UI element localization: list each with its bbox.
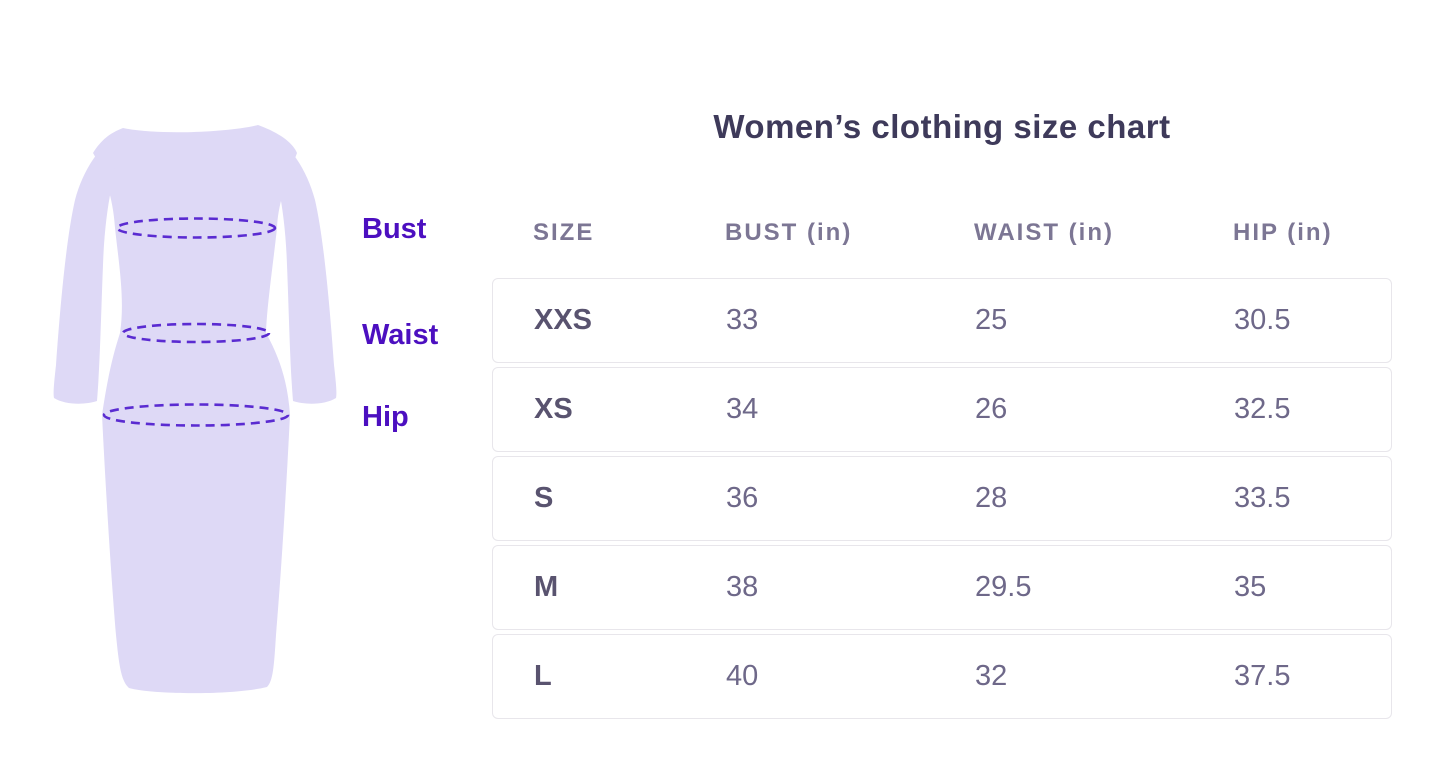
hip-value: 32.5 <box>1234 393 1291 425</box>
table-row: XS 34 26 32.5 <box>492 367 1392 452</box>
size-value: XXS <box>534 304 593 336</box>
waist-value: 29.5 <box>975 571 1032 603</box>
bust-measurement-ellipse <box>115 217 277 239</box>
hip-value: 37.5 <box>1234 660 1291 692</box>
size-value: S <box>534 482 554 514</box>
column-header-bust: BUST (in) <box>725 219 853 246</box>
page-title: Women’s clothing size chart <box>713 108 1171 145</box>
table-header-row: SIZE BUST (in) WAIST (in) HIP (in) <box>492 218 1392 248</box>
waist-measurement-ellipse <box>121 322 271 344</box>
table-row: S 36 28 33.5 <box>492 456 1392 541</box>
bust-value: 40 <box>726 660 759 692</box>
column-header-size: SIZE <box>533 219 595 246</box>
bust-value: 34 <box>726 393 759 425</box>
waist-value: 32 <box>975 660 1008 692</box>
size-value: M <box>534 571 559 603</box>
bust-value: 36 <box>726 482 759 514</box>
bust-label: Bust <box>362 213 427 245</box>
bust-value: 38 <box>726 571 759 603</box>
dress-left-sleeve <box>53 130 125 404</box>
waist-value: 26 <box>975 393 1008 425</box>
hip-value: 30.5 <box>1234 304 1291 336</box>
dress-right-sleeve <box>265 130 337 404</box>
table-row: M 38 29.5 35 <box>492 545 1392 630</box>
waist-label: Waist <box>362 319 439 351</box>
column-header-hip: HIP (in) <box>1233 219 1333 246</box>
column-header-waist: WAIST (in) <box>974 219 1114 246</box>
table-row: XXS 33 25 30.5 <box>492 278 1392 363</box>
hip-value: 35 <box>1234 571 1267 603</box>
hip-value: 33.5 <box>1234 482 1291 514</box>
waist-value: 28 <box>975 482 1008 514</box>
waist-value: 25 <box>975 304 1008 336</box>
bust-value: 33 <box>726 304 759 336</box>
dress-diagram <box>53 125 337 694</box>
size-table: XXS 33 25 30.5 XS 34 26 32.5 S 36 28 33.… <box>492 278 1392 719</box>
table-row: L 40 32 37.5 <box>492 634 1392 719</box>
hip-measurement-ellipse <box>102 403 290 427</box>
size-value: XS <box>534 393 573 425</box>
size-value: L <box>534 660 552 692</box>
hip-label: Hip <box>362 401 409 433</box>
dress-silhouette <box>93 125 297 694</box>
